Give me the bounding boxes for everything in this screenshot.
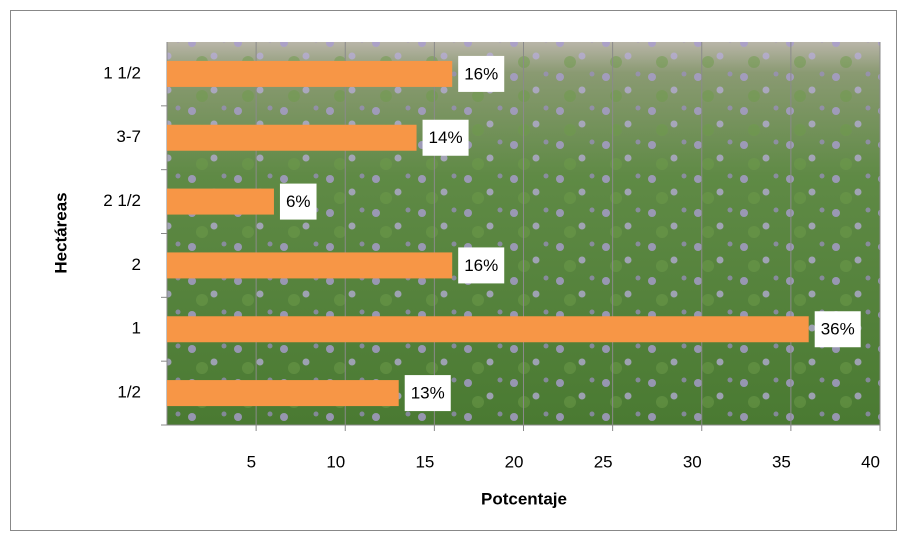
data-label: 13% [411, 384, 445, 403]
bar [167, 380, 399, 407]
y-axis-title: Hectáreas [51, 192, 70, 273]
bar [167, 252, 453, 279]
data-label: 14% [429, 128, 463, 147]
data-label: 6% [286, 192, 311, 211]
data-label-box [279, 183, 317, 220]
data-label: 16% [464, 64, 498, 83]
data-label-box [814, 311, 861, 348]
x-tick-label: 15 [415, 452, 434, 471]
bar [167, 188, 274, 215]
data-label: 16% [464, 256, 498, 275]
y-tick-label: 2 [132, 255, 141, 274]
bar [167, 60, 453, 87]
y-tick-label: 3-7 [116, 127, 141, 146]
y-tick-label: 2 1/2 [103, 191, 141, 210]
data-label: 36% [821, 320, 855, 339]
x-tick-label: 25 [594, 452, 613, 471]
y-tick-label: 1 [132, 319, 141, 338]
data-label-box [458, 247, 505, 284]
data-label-box [404, 375, 451, 412]
x-tick-label: 30 [683, 452, 702, 471]
x-tick-label: 40 [861, 452, 880, 471]
y-tick-label: 1/2 [117, 383, 141, 402]
bar [167, 316, 809, 343]
y-tick-label: 1 1/2 [103, 63, 141, 82]
data-label-box [422, 119, 469, 156]
x-tick-label: 10 [326, 452, 345, 471]
data-label-box [458, 55, 505, 92]
x-axis-title: Potcentaje [481, 489, 567, 508]
x-tick-label: 20 [505, 452, 524, 471]
x-tick-label: 5 [247, 452, 256, 471]
bar [167, 124, 417, 151]
x-tick-label: 35 [772, 452, 791, 471]
